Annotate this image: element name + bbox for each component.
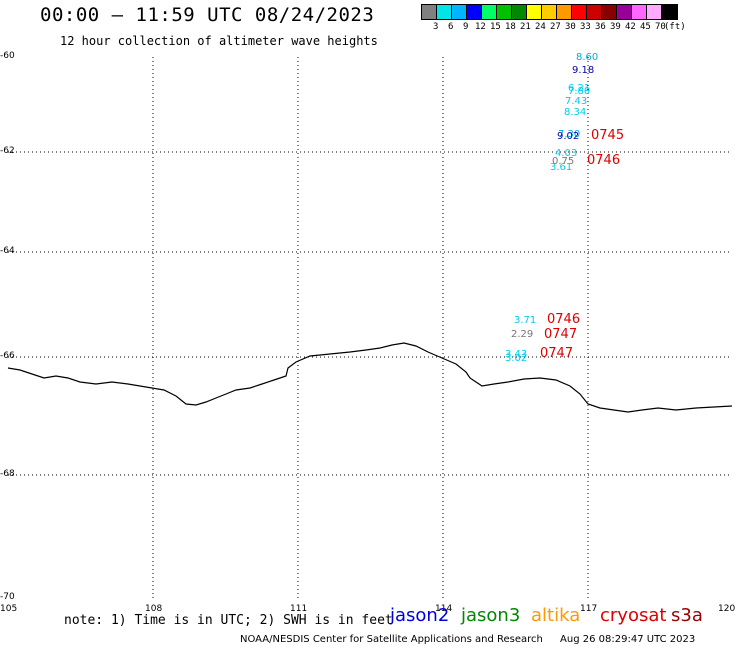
colorbar-swatch	[647, 5, 662, 19]
map-subtitle: 12 hour collection of altimeter wave hei…	[60, 34, 378, 48]
colorbar-swatch	[437, 5, 452, 19]
colorbar-swatch	[542, 5, 557, 19]
colorbar-tick-label: 45	[640, 22, 651, 32]
colorbar-swatch	[587, 5, 602, 19]
colorbar-swatch	[512, 5, 527, 19]
longitude-label: 114	[435, 604, 453, 614]
lat-lon-grid	[8, 57, 732, 598]
colorbar-tick-label: 15	[490, 22, 501, 32]
colorbar-swatch	[482, 5, 497, 19]
longitude-label: 120	[718, 604, 736, 614]
pass-time-label: 0747	[544, 327, 577, 342]
antarctic-coastline	[7, 342, 733, 413]
latitude-label: -66	[0, 351, 15, 361]
colorbar-tick-label: 9	[463, 22, 469, 32]
satellite-legend-cryosat: cryosat	[600, 605, 667, 626]
wave-height-label: 3.71	[514, 315, 536, 326]
pass-time-label: 0746	[547, 312, 580, 327]
satellite-legend-s3a: s3a	[671, 605, 703, 626]
wave-height-label: 7.80	[568, 86, 590, 97]
wave-height-label: 9.02	[557, 131, 579, 142]
colorbar-swatch	[467, 5, 482, 19]
satellite-legend-altika: altika	[531, 605, 581, 626]
colorbar-swatch	[602, 5, 617, 19]
pass-time-label: 0746	[587, 153, 620, 168]
footer-note: note: 1) Time is in UTC; 2) SWH is in fe…	[64, 613, 393, 628]
wave-height-label: 3.02	[505, 353, 527, 364]
latitude-label: -70	[0, 592, 15, 602]
colorbar-tick-label: 12	[475, 22, 486, 32]
satellite-legend-jason2: jason2	[390, 605, 450, 626]
wave-height-label: 4.03	[555, 148, 577, 159]
colorbar-tick-label: (ft)	[664, 22, 686, 32]
colorbar-swatch	[662, 5, 677, 19]
pass-time-label: 0745	[591, 128, 624, 143]
wave-height-label: 2.29	[511, 329, 533, 340]
latitude-label: -68	[0, 469, 15, 479]
colorbar-tick-label: 70	[655, 22, 666, 32]
wave-height-label: 8.60	[576, 52, 598, 63]
wave-height-label: 0.75	[552, 156, 574, 167]
credit-text: NOAA/NESDIS Center for Satellite Applica…	[240, 634, 543, 645]
colorbar-tick-label: 6	[448, 22, 454, 32]
colorbar-tick-label: 30	[565, 22, 576, 32]
wave-height-label: 9.18	[572, 65, 594, 76]
colorbar-tick-label: 21	[520, 22, 531, 32]
pass-time-label: 0747	[540, 346, 573, 361]
wave-height-label: 3.61	[550, 162, 572, 173]
colorbar-swatch	[452, 5, 467, 19]
colorbar-tick-label: 18	[505, 22, 516, 32]
colorbar-tick-label: 24	[535, 22, 546, 32]
credit-line: NOAA/NESDIS Center for Satellite Applica…	[240, 634, 695, 645]
wave-height-label: 7.30	[558, 129, 580, 140]
colorbar-swatch	[557, 5, 572, 19]
longitude-label: 117	[580, 604, 598, 614]
colorbar-tick-label: 36	[595, 22, 606, 32]
latitude-label: -64	[0, 246, 15, 256]
longitude-label: 108	[145, 604, 163, 614]
colorbar-swatch	[527, 5, 542, 19]
wave-height-label: 7.43	[565, 96, 587, 107]
colorbar-swatch	[572, 5, 587, 19]
colorbar-tick-label: 39	[610, 22, 621, 32]
colorbar-tick-label: 3	[433, 22, 439, 32]
latitude-label: -60	[0, 51, 15, 61]
colorbar-labels: 3 6 9 12 15 18 21 24 27 30 33 36 39 42 45 70 (ft)	[421, 22, 740, 34]
observation-labels: 8.60 9.18 6.217.807.438.34 7.309.02 0745 4.03…	[505, 52, 624, 364]
wave-height-label: 6.21	[568, 83, 590, 94]
colorbar-tick-label: 27	[550, 22, 561, 32]
generated-timestamp: Aug 26 08:29:47 UTC 2023	[560, 634, 696, 645]
latitude-label: -62	[0, 146, 15, 156]
colorbar-tick-label: 33	[580, 22, 591, 32]
map-title: 00:00 – 11:59 UTC 08/24/2023	[40, 4, 375, 26]
longitude-label: 105	[0, 604, 18, 614]
colorbar-swatch	[422, 5, 437, 19]
longitude-label: 111	[290, 604, 308, 614]
colorbar-swatch	[632, 5, 647, 19]
colorbar-swatch	[617, 5, 632, 19]
satellite-legend-jason3: jason3	[461, 605, 521, 626]
colorbar-swatch	[497, 5, 512, 19]
wave-height-label: 8.34	[564, 107, 586, 118]
colorbar-tick-label: 42	[625, 22, 636, 32]
wave-height-label: 3.43	[505, 349, 527, 360]
wave-height-colorbar	[421, 4, 678, 20]
